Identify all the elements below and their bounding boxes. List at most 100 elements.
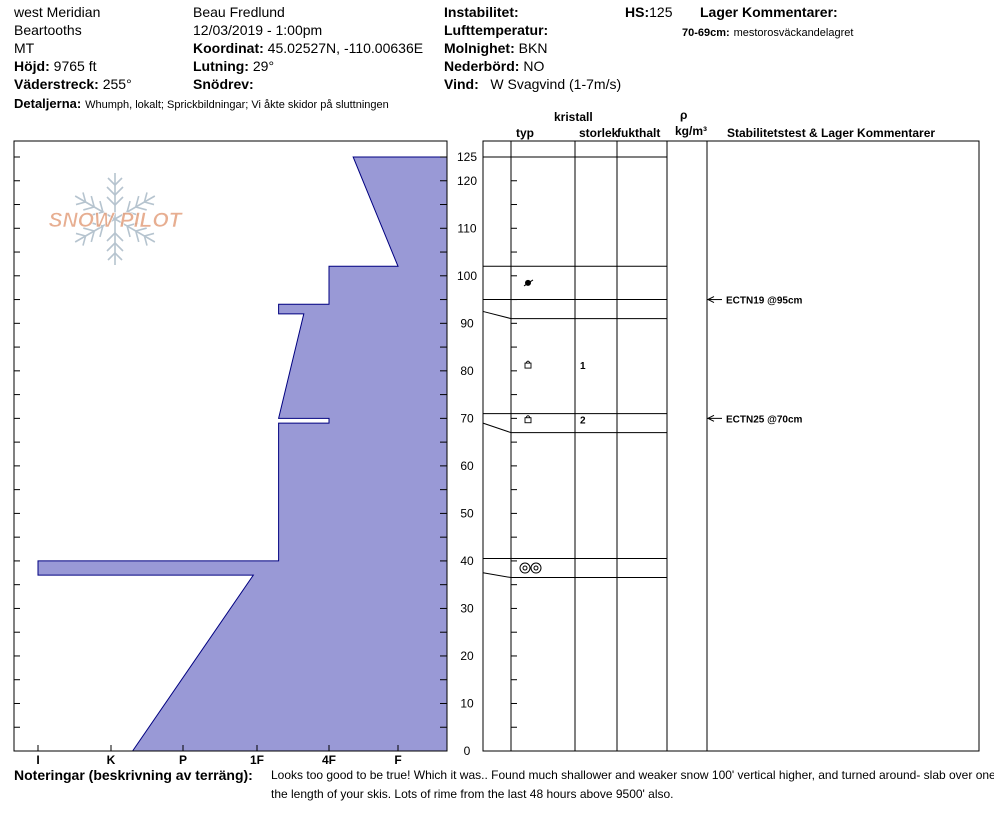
instability-row: Instabilitet: [444, 4, 519, 21]
depth-tick-label: 125 [457, 150, 477, 164]
wind-value: W Svagvind (1-7m/s) [490, 76, 622, 92]
cloud-label: Molnighet: [444, 40, 515, 56]
hs-label: HS: [625, 4, 650, 20]
details-row: Detaljerna: Whumph, lokalt; Sprickbildni… [14, 95, 389, 112]
depth-tick-label: 90 [460, 316, 474, 330]
slope-value: 29° [252, 58, 275, 74]
layer-boundaries [482, 156, 667, 579]
range-name: Beartooths [14, 22, 82, 38]
aspect-value: 255° [102, 76, 132, 92]
facet-icon [524, 417, 532, 424]
stability-header: Stabilitetstest & Lager Kommentarer [727, 126, 936, 140]
aspect-row: Väderstreck: 255° [14, 76, 132, 93]
depth-tick-label: 100 [457, 269, 477, 283]
coordinate-value: 45.02527N, -110.00636E [267, 40, 424, 56]
density-unit-header: kg/m³ [675, 124, 708, 138]
notes-line-2: the length of your skis. Lots of rime fr… [271, 787, 674, 801]
melt-freeze-icon-inner [522, 565, 528, 571]
stability-test-label: ECTN25 @70cm [726, 414, 803, 425]
logo-text: SNOW PILOT [49, 209, 184, 232]
hardness-tick-label: P [179, 753, 187, 767]
snowpilot-logo: SNOW PILOT [48, 173, 184, 266]
profile-left-ticks [14, 156, 20, 752]
coordinate-row: Koordinat: 45.02527N, -110.00636E [193, 40, 423, 57]
notes-label: Noteringar (beskrivning av terräng): [14, 767, 253, 783]
layer-comment-row: 70-69cm: mestorosväckandelagret [682, 23, 853, 40]
depth-axis: 0 10 20 30 40 50 60 70 80 90 100 110 120 125 [440, 150, 477, 758]
layer-boundary [482, 310, 667, 320]
hardness-tick-label: F [394, 753, 401, 767]
grain-size-label: 1 [580, 361, 586, 372]
cloud-row: Molnighet: BKN [444, 40, 547, 57]
depth-tick-label: 50 [460, 506, 474, 520]
precip-label: Nederbörd: [444, 58, 520, 74]
facet-icon-top [525, 360, 531, 364]
wind-label: Vind: [444, 76, 479, 92]
hardness-tick-label: 4F [322, 753, 336, 767]
depth-tick-label: 60 [460, 459, 474, 473]
airtemp-label: Lufttemperatur: [444, 22, 549, 38]
hardness-profile-area [37, 156, 448, 752]
moisture-header: fukthalt [617, 126, 661, 140]
type-header: typ [516, 126, 534, 140]
hardness-tick-label: K [107, 753, 116, 767]
precip-row: Nederbörd: NO [444, 58, 544, 75]
depth-tick-label: 80 [460, 364, 474, 378]
coordinate-label: Koordinat: [193, 40, 264, 56]
rounded-facet-stroke [523, 279, 534, 287]
stability-test-arrowhead [706, 414, 715, 422]
depth-tick-label: 40 [460, 554, 474, 568]
depth-tick-label: 0 [464, 744, 471, 758]
grain-table-frame [482, 140, 980, 752]
slope-row: Lutning: 29° [193, 58, 274, 75]
elevation-value: 9765 ft [53, 58, 97, 74]
depth-tick-label: 10 [460, 696, 474, 710]
snowdrift-row: Snödrev: [193, 76, 254, 93]
precip-value: NO [523, 58, 545, 74]
depth-tick-label: 120 [457, 174, 477, 188]
hardness-profile [37, 156, 448, 752]
depth-tick-label: 110 [457, 221, 476, 235]
hs-row: HS:125 [625, 4, 672, 21]
observer-name: Beau Fredlund [193, 4, 285, 20]
elevation-label: Höjd: [14, 58, 50, 74]
profile-frame [13, 140, 448, 752]
stability-tests: ECTN19 @95cm ECTN25 @70cm [706, 296, 803, 425]
details-value: Whumph, lokalt; Sprickbildningar; Vi åkt… [85, 99, 389, 111]
grain-table-ticks [511, 156, 517, 752]
details-label: Detaljerna: [14, 96, 82, 111]
instability-label: Instabilitet: [444, 4, 519, 20]
state-name: MT [14, 40, 35, 56]
depth-tick-label: 20 [460, 649, 474, 663]
cloud-value: BKN [518, 40, 548, 56]
hardness-tick-label: I [36, 753, 39, 767]
stability-test-label: ECTN19 @95cm [726, 296, 803, 307]
grain-symbols: 12 [519, 279, 586, 574]
size-header: storlek [579, 126, 619, 140]
hs-value: 125 [649, 4, 673, 20]
melt-freeze-icon [530, 562, 542, 574]
layer-comments-label: Lager Kommentarer: [700, 4, 838, 20]
slope-label: Lutning: [193, 58, 249, 74]
location-name: west Meridian [14, 4, 101, 20]
layer-boundary [482, 422, 667, 434]
aspect-label: Väderstreck: [14, 76, 99, 92]
grain-size-label: 2 [580, 416, 586, 427]
layer-boundary [482, 572, 667, 579]
rho-header: ρ [680, 108, 688, 122]
notes-line-1: Looks too good to be true! Which it was.… [271, 768, 994, 782]
melt-freeze-icon [519, 562, 531, 574]
facet-icon [524, 362, 532, 369]
snowdrift-label: Snödrev: [193, 76, 254, 92]
elevation-row: Höjd: 9765 ft [14, 58, 96, 75]
layer-comment-depth: 70-69cm: [682, 27, 730, 39]
snowflake-icon [70, 173, 160, 266]
depth-tick-label: 30 [460, 601, 474, 615]
wind-row: Vind: W Svagvind (1-7m/s) [444, 76, 621, 93]
melt-freeze-icon-inner [533, 565, 539, 571]
observation-datetime: 12/03/2019 - 1:00pm [193, 22, 323, 38]
facet-icon-top [525, 415, 531, 418]
hardness-axis: I K P 1F 4F F [36, 745, 402, 767]
layer-comment-text: mestorosväckandelagret [733, 27, 854, 39]
